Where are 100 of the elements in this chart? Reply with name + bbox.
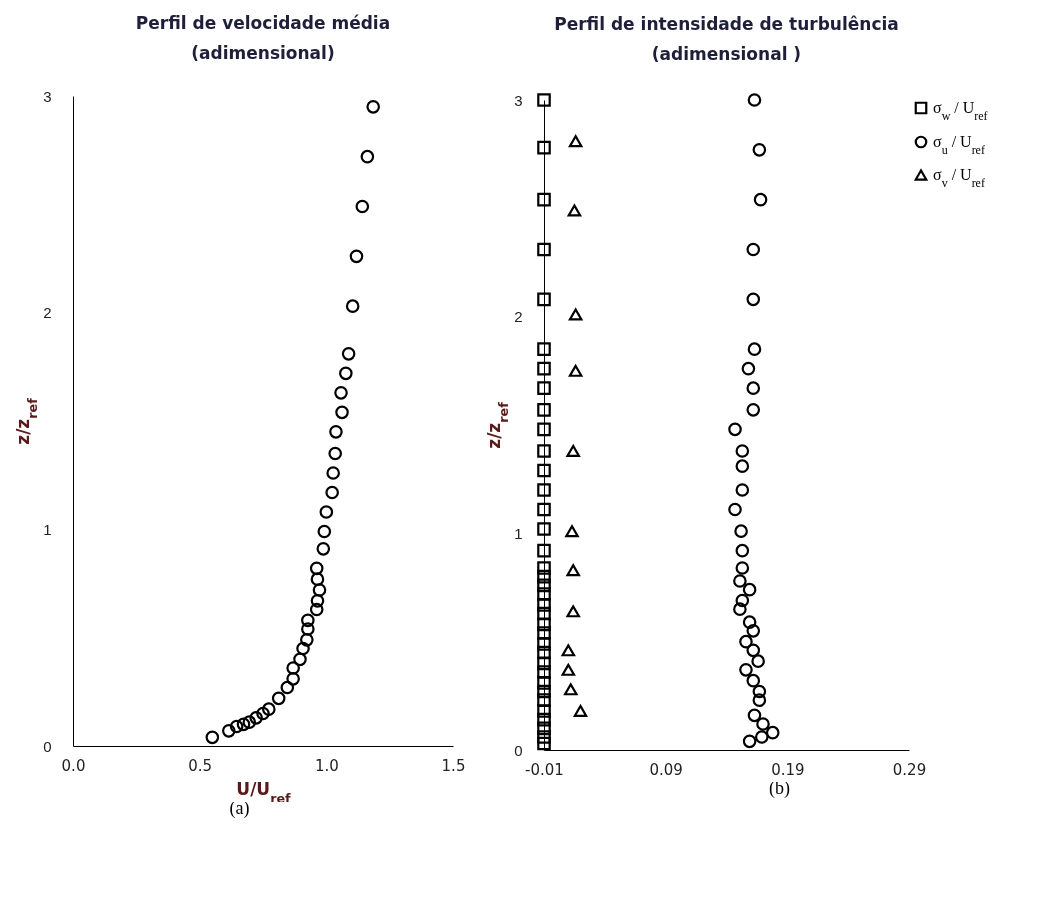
point: [310, 572, 325, 586]
point: [242, 715, 257, 729]
point: [537, 721, 551, 736]
point: [301, 622, 315, 636]
point: [728, 502, 742, 517]
point: [573, 704, 588, 718]
point: [341, 347, 356, 361]
point: [256, 706, 270, 721]
point: [537, 292, 551, 307]
point: [301, 613, 315, 628]
point: [249, 711, 263, 725]
point: [537, 483, 551, 497]
point: [742, 582, 757, 597]
point: [339, 366, 353, 381]
point: [537, 736, 551, 751]
point: [319, 505, 334, 519]
point: [537, 422, 551, 437]
chart-title: Perfil de intensidade de turbulência (adimensional ): [554, 13, 899, 64]
point: [537, 561, 551, 575]
point: [537, 598, 551, 612]
point: [746, 673, 761, 688]
point: [537, 578, 551, 593]
point: [742, 615, 757, 629]
x-tick-label: 0.0: [61, 756, 86, 775]
point: [537, 587, 551, 601]
point: [728, 422, 742, 437]
x-tick-label: 1.5: [441, 756, 466, 775]
point: [222, 724, 236, 738]
point: [735, 444, 750, 458]
legend-label: σ$_{w}$ / U$_{ref}$: [933, 99, 988, 123]
legend-label: σ$_{u}$ / U$_{ref}$: [933, 133, 985, 157]
point: [537, 192, 551, 207]
x-tick-label: 0.5: [188, 756, 213, 775]
point: [739, 634, 753, 649]
point: [312, 583, 327, 597]
point: [733, 574, 747, 588]
point: [561, 644, 576, 657]
y-tick-label: 2: [514, 308, 523, 326]
point: [733, 602, 747, 616]
point: [280, 680, 295, 695]
point: [537, 606, 551, 621]
point: [537, 444, 551, 458]
point: [236, 717, 251, 732]
x-tick-label: 1.0: [314, 756, 339, 775]
y-tick-label: 0: [514, 741, 523, 759]
point: [309, 602, 324, 617]
point: [746, 624, 761, 638]
x-tick-label: 0.19: [771, 760, 805, 779]
point: [747, 708, 762, 723]
point: [537, 403, 551, 417]
point: [349, 249, 364, 264]
point: [752, 143, 767, 157]
point: [262, 702, 276, 716]
point: [537, 684, 551, 699]
point: [205, 730, 220, 745]
point: [316, 542, 331, 556]
point: [568, 364, 583, 377]
point: [734, 524, 748, 538]
point: [566, 444, 580, 458]
point: [537, 712, 551, 727]
point: [537, 502, 551, 517]
point: [355, 199, 370, 214]
y-tick-label: 1: [514, 524, 523, 542]
point: [293, 652, 307, 667]
point: [310, 594, 325, 608]
point: [537, 342, 551, 356]
point: [746, 643, 761, 658]
point: [756, 717, 770, 731]
point: [754, 730, 769, 744]
point: [328, 446, 342, 461]
point: [747, 342, 762, 356]
point: [742, 734, 757, 749]
point: [345, 299, 360, 313]
point: [229, 719, 244, 734]
point: [326, 466, 340, 480]
point: [752, 693, 767, 707]
point: [537, 704, 551, 718]
point: [568, 308, 583, 321]
point: [286, 661, 300, 675]
point: [537, 140, 551, 155]
point: [746, 403, 761, 417]
point: [286, 672, 300, 686]
y-tick-label: 2: [43, 304, 52, 322]
y-tick-label: 0: [43, 737, 52, 755]
point: [537, 637, 551, 651]
point: [741, 361, 756, 376]
point: [753, 192, 768, 207]
point: [366, 100, 380, 114]
y-tick-label: 3: [514, 91, 523, 109]
point: [325, 485, 339, 500]
x-tick-label: 0.09: [649, 760, 683, 779]
point: [329, 425, 343, 439]
point: [537, 665, 551, 679]
point: [334, 386, 348, 400]
point: [537, 522, 551, 536]
point: [317, 524, 332, 539]
text: (a): [229, 798, 250, 819]
text: (b): [769, 778, 790, 799]
point: [537, 693, 551, 707]
point: [537, 676, 551, 690]
